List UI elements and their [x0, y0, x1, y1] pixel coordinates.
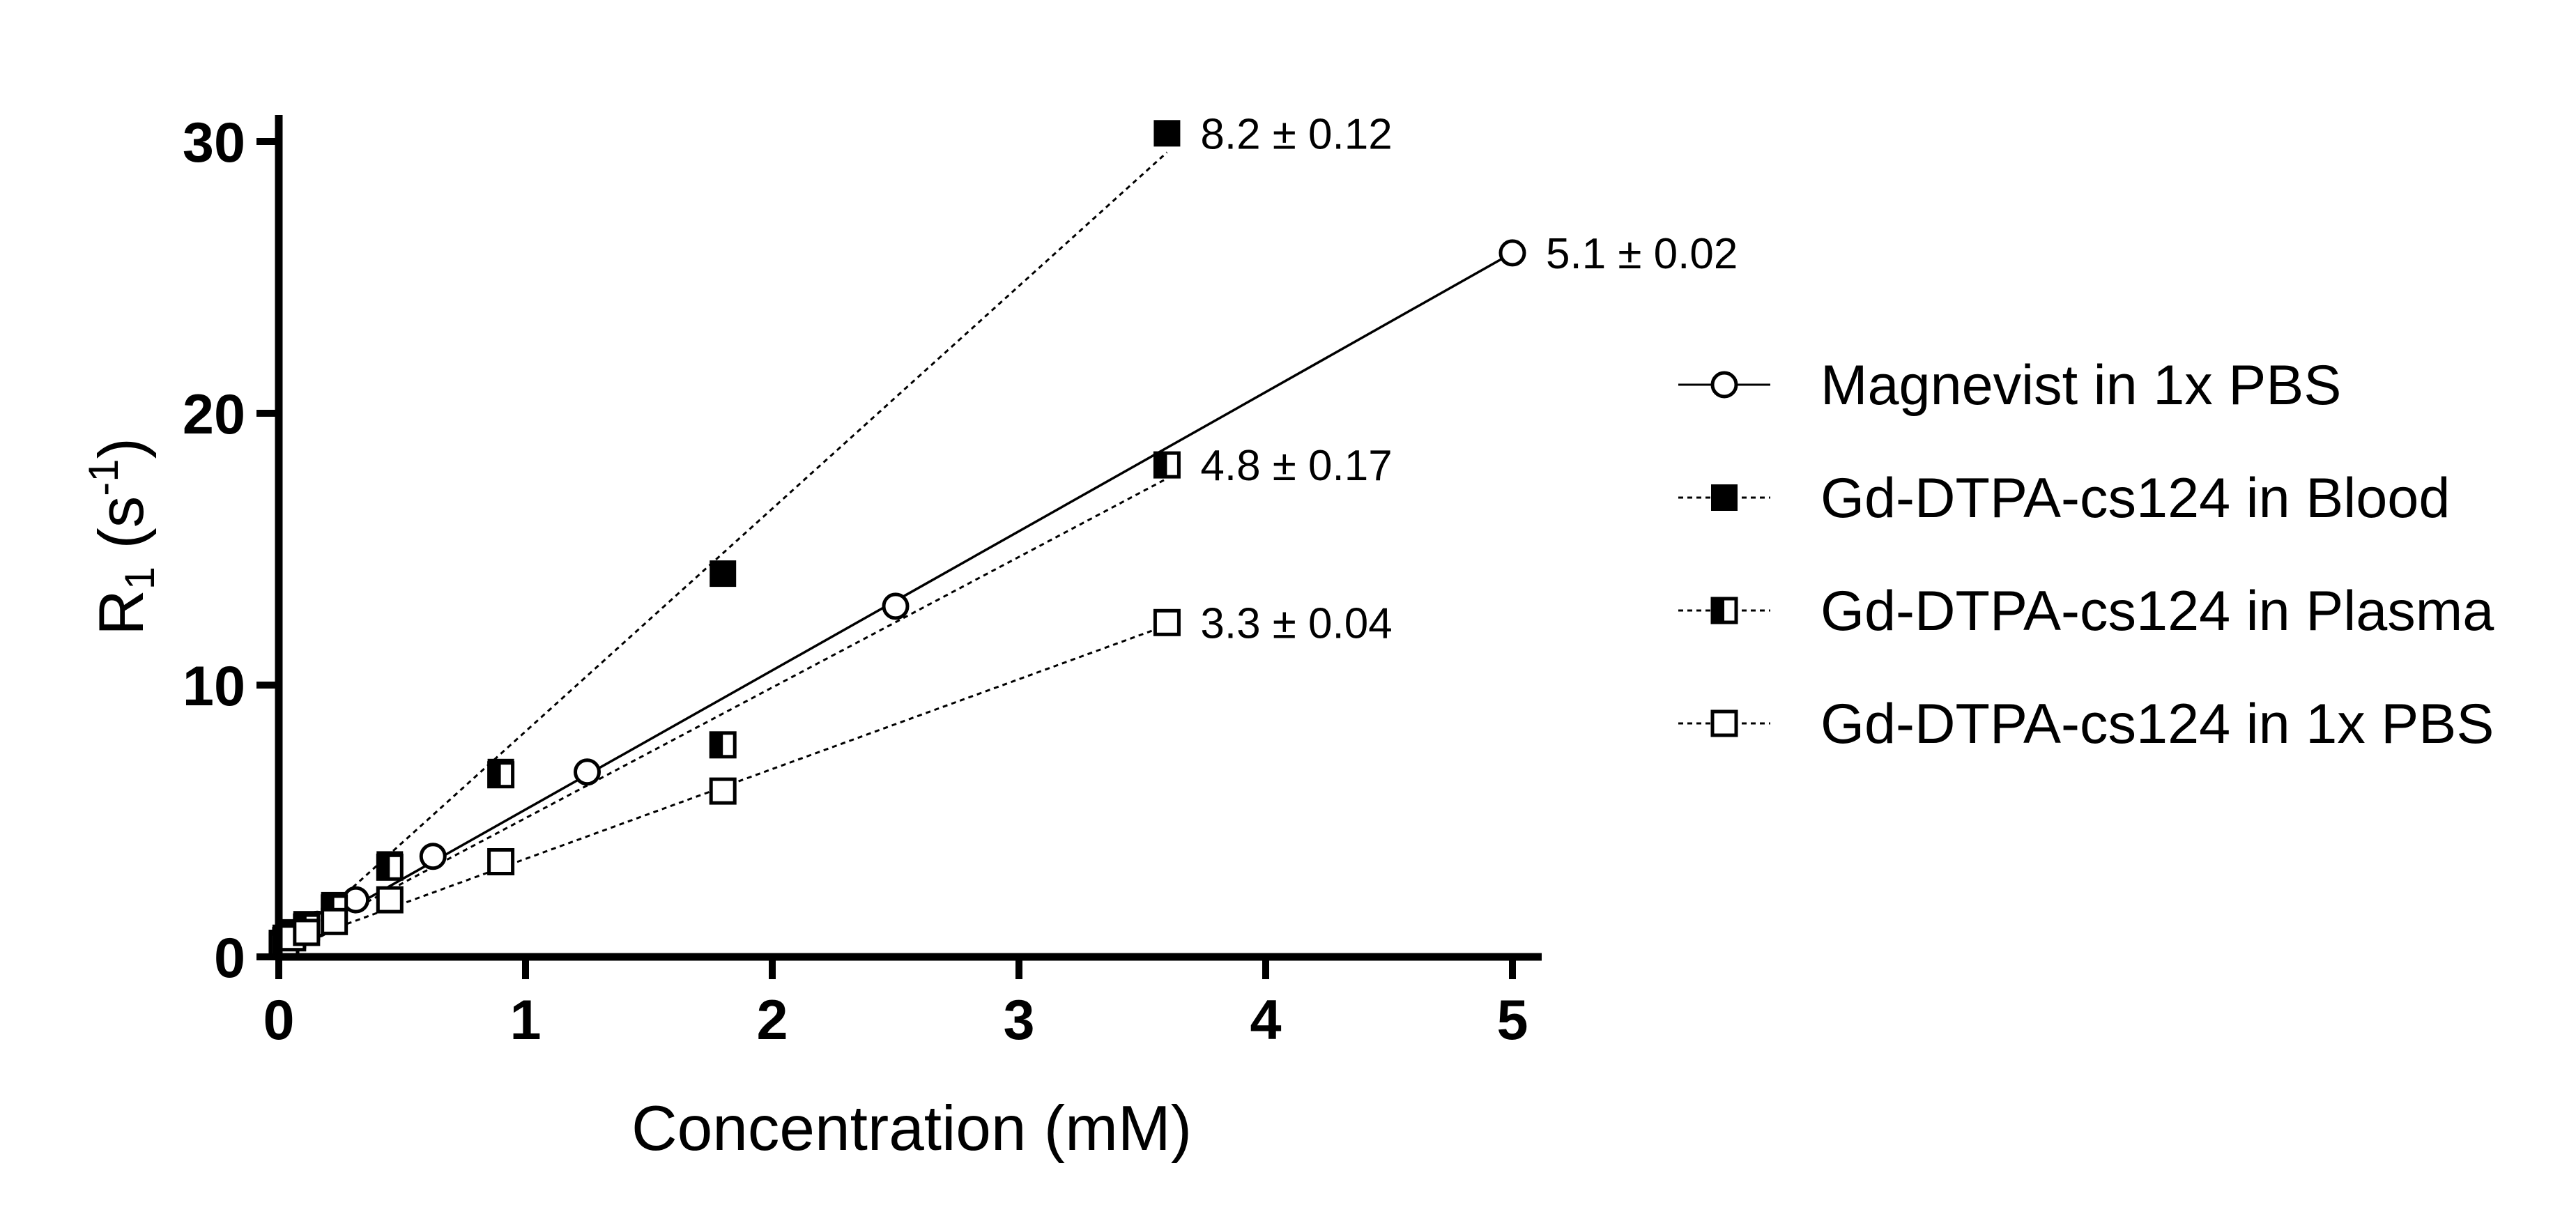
point-series-0-7 [882, 592, 910, 620]
point-series-2-7 [709, 731, 737, 759]
legend-label-series-3: Gd-DTPA-cs124 in 1x PBS [1820, 693, 2494, 755]
point-series-2-5-fill [378, 855, 390, 880]
point-series-2-6 [487, 761, 515, 789]
point-series-3-7 [709, 777, 737, 805]
slope-annotations: 5.1 ± 0.02 8.2 ± 0.12 4.8 ± 0.17 3.3 ± 0.04 [1200, 110, 1738, 647]
y-tick-label-0: 0 [214, 927, 245, 990]
point-series-2-6-outline [487, 761, 515, 789]
legend-label-series-2: Gd-DTPA-cs124 in Plasma [1820, 580, 2494, 643]
point-series-1-8 [1153, 120, 1181, 147]
point-series-2-7-outline [709, 731, 737, 759]
slope-label-series-3: 3.3 ± 0.04 [1200, 599, 1392, 647]
legend-label-series-0: Magnevist in 1x PBS [1820, 354, 2341, 417]
x-axis-title: Concentration (mM) [631, 1093, 1192, 1164]
x-tick-label-5: 5 [1496, 989, 1528, 1052]
point-series-2-8-fill [1155, 453, 1167, 477]
x-tick-label-4: 4 [1250, 989, 1281, 1052]
point-series-3-5 [376, 886, 404, 914]
point-series-0-6 [574, 758, 601, 786]
y-axis-title-sup: -1 [80, 459, 127, 496]
y-axis-title-main: R [86, 590, 157, 636]
y-tick-label-2: 20 [183, 383, 245, 446]
point-series-2-5-outline [376, 853, 404, 881]
fit-lines [277, 151, 1513, 955]
x-tick-label-3: 3 [1003, 989, 1034, 1052]
point-series-1-7 [710, 560, 737, 588]
x-tick-label-0: 0 [263, 989, 294, 1052]
y-axis-title-close: ) [86, 438, 157, 459]
point-series-0-5 [419, 843, 447, 870]
point-series-2-6-fill [489, 762, 501, 787]
point-series-2-5 [376, 853, 404, 881]
x-tick-label-1: 1 [509, 989, 541, 1052]
legend-marker-series-3 [1710, 709, 1738, 737]
point-series-3-6 [487, 848, 515, 875]
x-tick-label-2: 2 [756, 989, 788, 1052]
point-series-2-7-fill [711, 732, 723, 757]
legend-label-series-1: Gd-DTPA-cs124 in Blood [1820, 467, 2450, 530]
y-axis-title-open: (s [86, 496, 157, 567]
point-series-3-4 [321, 907, 348, 935]
y-axis-title-sub: 1 [116, 567, 163, 590]
fit-line-series-1 [277, 151, 1168, 955]
legend-marker-series-2-fill [1712, 599, 1724, 622]
y-tick-label-3: 30 [183, 112, 245, 174]
ticks: 0 1 2 3 4 5 0 10 20 30 [183, 112, 1528, 1052]
slope-label-series-1: 8.2 ± 0.12 [1200, 110, 1392, 158]
data-markers [268, 120, 1526, 960]
legend-marker-series-1 [1711, 484, 1738, 511]
y-axis-title: R1 (s-1) [80, 438, 163, 636]
point-series-3-3 [293, 919, 321, 946]
y-tick-label-1: 10 [183, 655, 245, 718]
slope-label-series-2: 4.8 ± 0.17 [1200, 442, 1392, 490]
legend-marker-series-2-outline [1710, 597, 1738, 624]
legend: Magnevist in 1x PBS Gd-DTPA-cs124 in Bloo… [1678, 354, 2494, 755]
point-series-3-8 [1153, 608, 1181, 636]
legend-marker-series-2 [1710, 597, 1738, 624]
point-series-2-8-outline [1153, 451, 1181, 479]
legend-marker-series-0 [1710, 371, 1738, 399]
point-series-2-8 [1153, 451, 1181, 479]
slope-label-series-0: 5.1 ± 0.02 [1546, 230, 1738, 278]
point-series-0-8 [1498, 239, 1526, 267]
axes [275, 115, 1542, 961]
fit-line-series-2 [278, 477, 1168, 950]
